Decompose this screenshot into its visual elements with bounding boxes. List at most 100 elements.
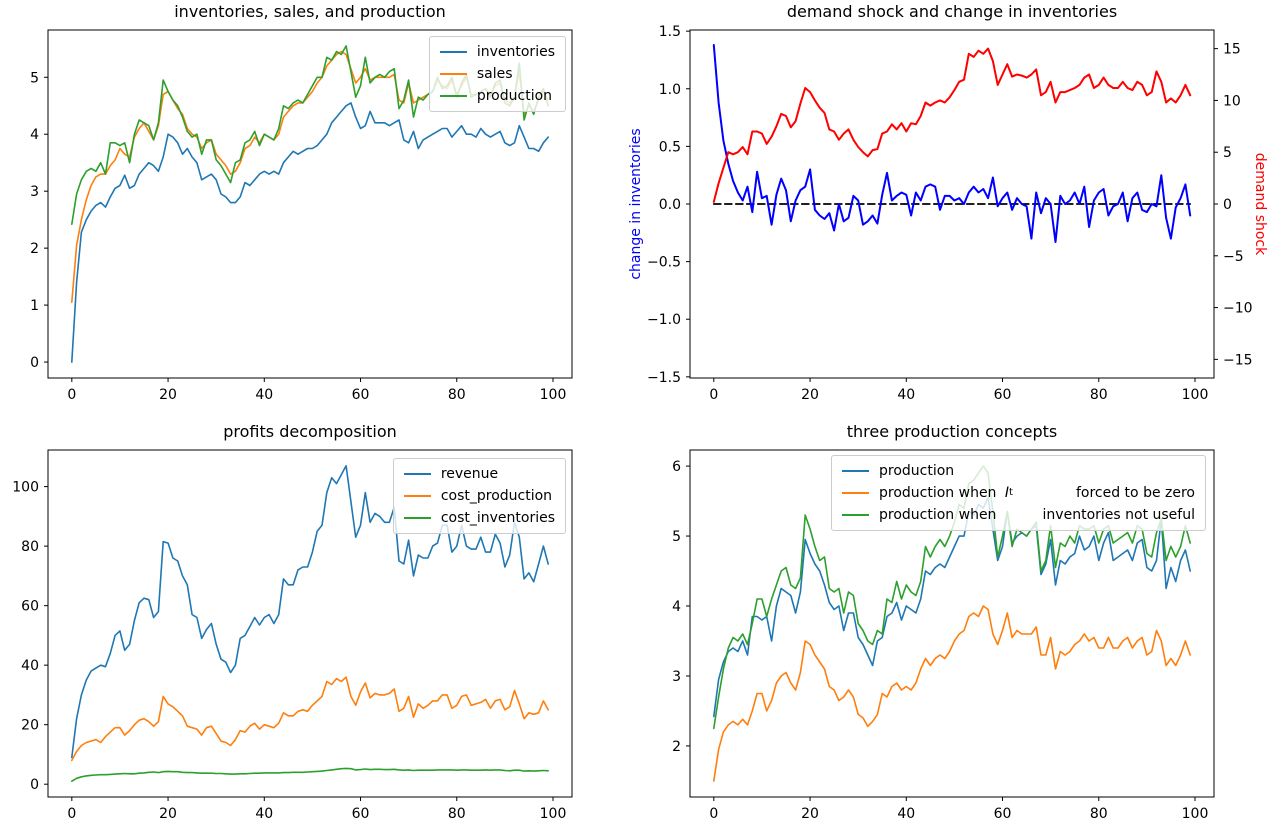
y-tick-label: 1.0 [659, 82, 681, 98]
legend-item: sales [439, 64, 555, 84]
x-tick-label: 40 [255, 806, 273, 822]
x-tick-label: 60 [994, 806, 1012, 822]
legend-item: cost_inventories [403, 508, 555, 528]
legend: inventories sales production [428, 36, 566, 112]
subplot-inventories-sales-production: inventories, sales, and production 0 20 40… [30, 2, 573, 403]
chart-title: profits decomposition [223, 422, 397, 441]
chart-title: three production concepts [846, 422, 1058, 441]
legend-swatch [842, 492, 869, 494]
series-cost_production [70, 676, 550, 762]
x-tick-label: 0 [67, 387, 76, 403]
legend-label: production when [879, 507, 997, 523]
legend-item: production [439, 86, 555, 106]
y-tick-right-label: 10 [1223, 93, 1241, 109]
y-tick-label: 60 [21, 599, 39, 615]
series-change-in-inventories [712, 44, 1192, 243]
y-tick-label: 40 [21, 658, 39, 674]
y-tick-label: 4 [30, 127, 39, 143]
x-tick-label: 60 [994, 387, 1012, 403]
y-tick-label: 20 [21, 718, 39, 734]
x-tick-label: 0 [709, 387, 718, 403]
y-tick-label: 2 [672, 739, 681, 755]
legend-swatch [403, 517, 431, 519]
series-cost_inventories [70, 767, 550, 783]
legend-label: revenue [440, 466, 499, 482]
axes-frame [689, 449, 1215, 798]
subplot-three-production-concepts: three production concepts 0 20 40 60 80 100 2 3… [672, 422, 1215, 822]
x-tick-label: 20 [801, 806, 819, 822]
y-tick-label: 6 [672, 459, 681, 475]
y-axis-label-right: demand shock [1252, 152, 1268, 256]
y-tick-label: 0 [30, 777, 39, 793]
legend-label: production [476, 88, 553, 104]
plot-area: 0 20 40 60 80 100−1.5−1.0−0.50.00.51.01.5−15−… [647, 24, 1253, 403]
x-tick-label: 40 [897, 806, 915, 822]
legend-swatch [439, 73, 467, 75]
y-tick-label: 1 [30, 298, 39, 314]
y-tick-label: 80 [21, 539, 39, 555]
legend: revenue cost_production cost_inventories [392, 458, 566, 534]
y-tick-right-label: −5 [1223, 249, 1244, 265]
y-tick-label: 5 [30, 70, 39, 86]
y-tick-label: 0.0 [659, 197, 681, 213]
legend-item: production when inventories not useful [842, 505, 1195, 525]
math-symbol: I [1004, 485, 1010, 501]
x-tick-label: 100 [1182, 806, 1209, 822]
subplot-demand-shock-change-inventories: demand shock and change in inventories c… [628, 2, 1268, 403]
x-tick-label: 20 [159, 387, 177, 403]
legend-label: production when [879, 485, 1001, 501]
axes-frame [47, 29, 573, 379]
x-tick-label: 80 [448, 806, 466, 822]
legend-label-continued: inventories not useful [1042, 507, 1195, 523]
legend-swatch [439, 95, 467, 97]
series-inventories [70, 102, 550, 363]
legend-label: cost_inventories [440, 510, 555, 526]
y-axis-label-left: change in inventories [628, 128, 644, 280]
legend-label: cost_production [440, 488, 553, 504]
y-tick-label: 0 [30, 355, 39, 371]
series-production-when-It-forced-to-be-zero [712, 605, 1192, 782]
x-tick-label: 20 [801, 387, 819, 403]
x-tick-label: 0 [709, 806, 718, 822]
y-tick-label: 5 [672, 529, 681, 545]
x-tick-label: 40 [897, 387, 915, 403]
x-tick-label: 20 [159, 806, 177, 822]
x-tick-label: 80 [1090, 806, 1108, 822]
y-tick-label: 100 [12, 480, 39, 496]
x-tick-label: 60 [352, 387, 370, 403]
legend-swatch [842, 470, 869, 472]
series-demand-shock [712, 47, 1192, 203]
legend-item: revenue [403, 464, 555, 484]
y-tick-label: 0.5 [659, 139, 681, 155]
y-tick-label: 3 [672, 669, 681, 685]
legend-swatch [842, 514, 869, 516]
legend-label: production [879, 463, 955, 479]
chart-title: demand shock and change in inventories [786, 2, 1118, 21]
x-tick-label: 80 [448, 387, 466, 403]
series-production [712, 496, 1192, 718]
y-tick-label: 3 [30, 184, 39, 200]
x-tick-label: 40 [255, 387, 273, 403]
y-tick-label: 2 [30, 241, 39, 257]
legend-label: sales [476, 66, 513, 82]
subplot-profits-decomposition: profits decomposition 0 20 40 60 80 100 0 20 40 6… [12, 422, 573, 822]
series-revenue [70, 465, 550, 759]
y-tick-right-label: −15 [1223, 352, 1253, 368]
axes-frame [689, 29, 1215, 379]
x-tick-label: 60 [352, 806, 370, 822]
x-tick-label: 0 [67, 806, 76, 822]
legend-item: inventories [439, 42, 555, 62]
legend-item: cost_production [403, 486, 555, 506]
y-tick-label: 4 [672, 599, 681, 615]
y-tick-label: −1.0 [647, 312, 681, 328]
y-tick-right-label: 5 [1223, 145, 1232, 161]
plot-area: 0 20 40 60 80 100 2 3 4 5 6 [672, 449, 1215, 822]
x-tick-label: 80 [1090, 387, 1108, 403]
legend-swatch [403, 473, 431, 475]
legend-label-continued: forced to be zero [1075, 485, 1195, 501]
legend-swatch [403, 495, 431, 497]
chart-title: inventories, sales, and production [174, 2, 446, 21]
